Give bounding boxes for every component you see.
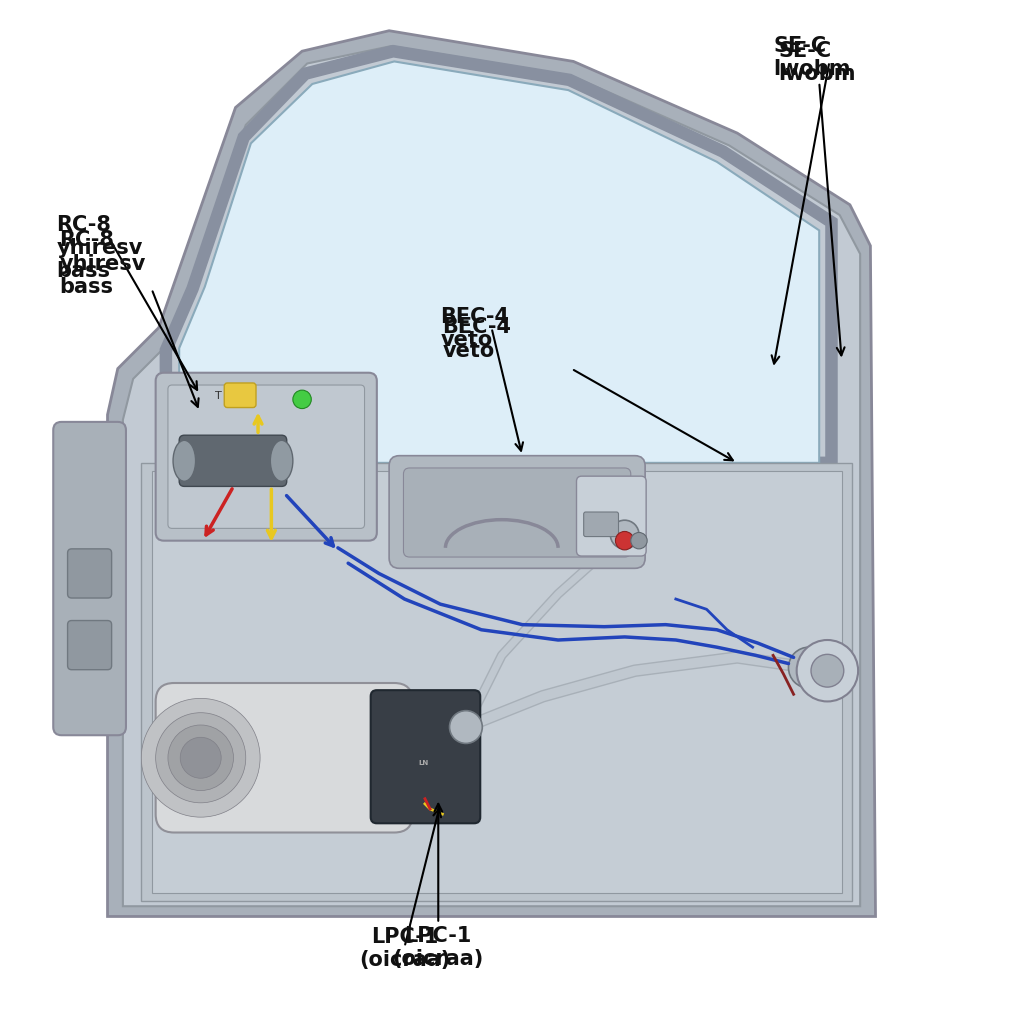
Text: BEC-4
veto: BEC-4 veto bbox=[440, 307, 509, 350]
Text: T: T bbox=[215, 391, 221, 401]
Text: RC-8
yhiresv
bass: RC-8 yhiresv bass bbox=[56, 215, 142, 282]
FancyBboxPatch shape bbox=[577, 476, 646, 556]
FancyBboxPatch shape bbox=[156, 373, 377, 541]
Circle shape bbox=[610, 520, 639, 549]
FancyBboxPatch shape bbox=[584, 512, 618, 537]
FancyBboxPatch shape bbox=[168, 385, 365, 528]
Text: BEC-4
veto: BEC-4 veto bbox=[442, 317, 511, 360]
FancyBboxPatch shape bbox=[68, 549, 112, 598]
FancyBboxPatch shape bbox=[68, 621, 112, 670]
FancyBboxPatch shape bbox=[371, 690, 480, 823]
Polygon shape bbox=[141, 463, 852, 901]
Ellipse shape bbox=[270, 440, 293, 481]
Circle shape bbox=[788, 647, 829, 688]
Polygon shape bbox=[179, 61, 819, 463]
Polygon shape bbox=[123, 46, 860, 906]
Circle shape bbox=[631, 532, 647, 549]
Text: SE-C
lwobm: SE-C lwobm bbox=[778, 41, 856, 84]
Circle shape bbox=[797, 640, 858, 701]
Text: SE-C
lwobm: SE-C lwobm bbox=[773, 36, 851, 79]
Text: LN: LN bbox=[419, 760, 429, 766]
Circle shape bbox=[615, 531, 634, 550]
Polygon shape bbox=[152, 471, 842, 893]
FancyBboxPatch shape bbox=[156, 683, 413, 833]
Polygon shape bbox=[108, 31, 876, 916]
Text: RC-8
yhiresv
bass: RC-8 yhiresv bass bbox=[59, 230, 145, 297]
FancyBboxPatch shape bbox=[389, 456, 645, 568]
FancyBboxPatch shape bbox=[224, 383, 256, 408]
Circle shape bbox=[141, 698, 260, 817]
Circle shape bbox=[293, 390, 311, 409]
Circle shape bbox=[180, 737, 221, 778]
Circle shape bbox=[811, 654, 844, 687]
FancyBboxPatch shape bbox=[53, 422, 126, 735]
FancyBboxPatch shape bbox=[403, 468, 631, 557]
FancyBboxPatch shape bbox=[179, 435, 287, 486]
Text: LPC-1
(oicraa): LPC-1 (oicraa) bbox=[392, 926, 484, 969]
Circle shape bbox=[156, 713, 246, 803]
Circle shape bbox=[168, 725, 233, 791]
Circle shape bbox=[450, 711, 482, 743]
Text: LPC-1
(oicraa): LPC-1 (oicraa) bbox=[358, 927, 451, 970]
Ellipse shape bbox=[173, 440, 196, 481]
